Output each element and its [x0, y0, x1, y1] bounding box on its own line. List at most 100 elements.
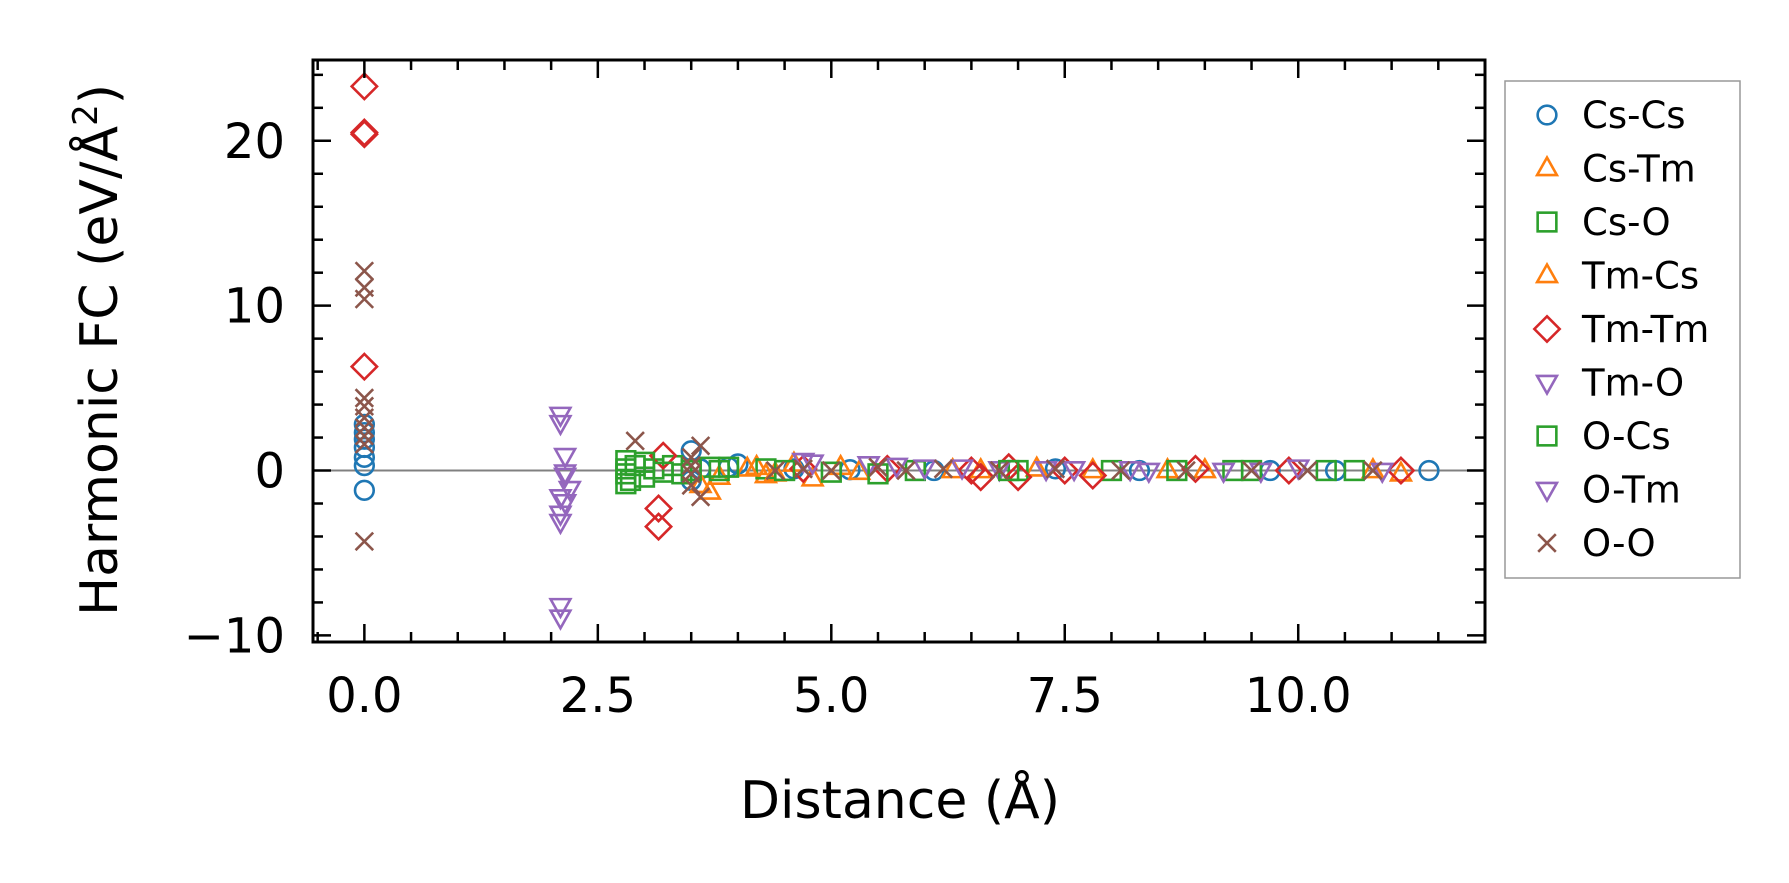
data-point	[1111, 460, 1131, 481]
data-point	[1248, 462, 1273, 485]
legend-entry: Tm-O	[1534, 362, 1684, 405]
data-point	[820, 461, 842, 483]
y-axis-title-main: Harmonic FC (eV/Å	[68, 125, 130, 616]
legend: Cs-Cs Cs-Tm Cs-O Tm-Cs Tm-Tm Tm-O O-Cs O-Tm O-O	[1504, 80, 1741, 579]
data-point	[619, 469, 642, 492]
data-point	[553, 464, 578, 486]
data-point	[354, 426, 375, 446]
data-point	[548, 597, 573, 620]
legend-marker-cs-o	[1536, 211, 1558, 233]
data-point	[1024, 455, 1049, 477]
data-point	[548, 489, 573, 511]
legend-entry: O-Cs	[1536, 415, 1671, 458]
legend-marker-o-o	[1537, 533, 1557, 553]
data-point	[1033, 460, 1059, 483]
data-point	[1343, 459, 1365, 482]
legend-label: Tm-Cs	[1581, 255, 1699, 298]
legend-marker-o-cs	[1536, 425, 1558, 447]
data-point	[1363, 460, 1383, 481]
legend-entry: Cs-Tm	[1534, 148, 1696, 191]
data-point	[1061, 460, 1087, 483]
data-point	[548, 513, 573, 536]
data-point	[354, 531, 375, 552]
data-point	[354, 289, 375, 309]
x-tick-label: 0.0	[326, 668, 402, 724]
legend-entry: Tm-Tm	[1532, 308, 1709, 351]
series-cs-cs	[353, 413, 1440, 501]
data-point	[349, 118, 379, 148]
legend-label: O-Cs	[1582, 415, 1671, 458]
series-o-o	[354, 261, 1383, 552]
data-point	[625, 431, 645, 451]
data-markers	[349, 71, 1440, 631]
data-point	[1286, 459, 1311, 481]
legend-label: Tm-Tm	[1581, 308, 1709, 351]
data-point	[856, 456, 881, 478]
axis-ticks: 0.0 2.5 5.0 7.5 10.0 −10 0 10 20	[184, 60, 1485, 724]
data-point	[1044, 458, 1067, 480]
legend-label: O-O	[1582, 522, 1656, 565]
data-point	[1003, 462, 1033, 492]
data-point	[1240, 459, 1263, 482]
y-tick-label: −10	[184, 608, 285, 664]
y-tick-label: 10	[224, 279, 285, 335]
data-point	[1388, 460, 1414, 482]
data-point	[1211, 462, 1236, 485]
data-point	[557, 480, 582, 503]
legend-entry: Cs-Cs	[1536, 94, 1686, 137]
data-point	[681, 455, 701, 476]
x-tick-label: 7.5	[1027, 668, 1103, 724]
y-tick-label: 20	[224, 114, 285, 170]
data-point	[353, 413, 376, 436]
data-point	[681, 447, 701, 468]
x-tick-label: 10.0	[1245, 668, 1352, 724]
data-point	[697, 478, 723, 500]
data-point	[644, 512, 674, 542]
data-point	[1370, 462, 1395, 485]
data-point	[690, 436, 711, 456]
legend-label: Cs-O	[1582, 201, 1671, 244]
legend-marker-tm-tm	[1532, 314, 1562, 344]
data-point	[1176, 460, 1196, 481]
data-point	[1078, 460, 1108, 490]
data-point	[353, 454, 376, 477]
data-point	[553, 447, 578, 470]
data-point	[966, 462, 996, 492]
data-point	[1297, 460, 1318, 481]
data-point	[1418, 459, 1440, 482]
data-point	[896, 460, 916, 481]
data-point	[553, 493, 578, 516]
data-point	[949, 459, 975, 481]
y-axis-title: Harmonic FC (eV/Å2)	[66, 84, 130, 616]
data-point	[1192, 456, 1217, 479]
data-point	[680, 459, 702, 482]
data-point	[349, 119, 379, 149]
legend-marker-cs-cs	[1536, 104, 1558, 126]
legend-marker-tm-cs	[1534, 261, 1560, 284]
data-point	[353, 446, 376, 468]
legend-entry: O-O	[1537, 522, 1656, 565]
legend-entry: Cs-O	[1536, 201, 1671, 244]
series-o-tm	[553, 454, 1395, 503]
data-point	[1315, 459, 1337, 482]
data-point	[717, 456, 740, 478]
data-point	[735, 455, 760, 477]
data-point	[553, 467, 578, 490]
legend-entry: Tm-Cs	[1534, 255, 1699, 298]
data-point	[688, 471, 713, 494]
data-point	[681, 475, 701, 496]
data-point	[1360, 456, 1386, 479]
legend-entry: O-Tm	[1534, 469, 1681, 512]
data-point	[989, 460, 1010, 481]
data-point	[548, 609, 573, 631]
legend-label: Tm-O	[1581, 362, 1684, 405]
data-point	[867, 463, 889, 485]
x-tick-label: 2.5	[560, 668, 636, 724]
data-point	[707, 463, 732, 486]
data-point	[1045, 459, 1066, 479]
data-point	[933, 459, 954, 479]
series-tm-o	[548, 406, 1236, 631]
legend-label: Cs-Tm	[1582, 148, 1696, 191]
data-point	[353, 421, 376, 444]
data-point	[793, 459, 813, 479]
